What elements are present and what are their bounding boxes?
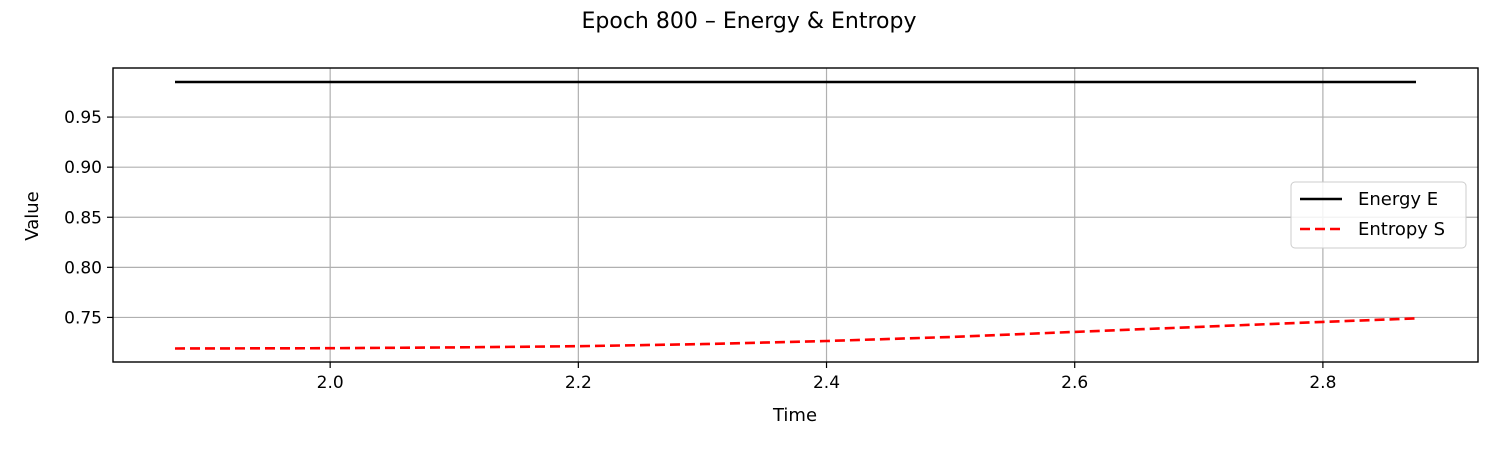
legend: Energy E Entropy S xyxy=(1290,181,1467,249)
x-tick-label: 2.4 xyxy=(813,373,840,393)
x-tick-label: 2.6 xyxy=(1061,373,1088,393)
y-axis-label: Value xyxy=(22,191,43,240)
plot-frame xyxy=(112,67,1479,363)
x-tick-label: 2.2 xyxy=(565,373,592,393)
series-lines xyxy=(174,80,1417,350)
series-line-entropy-s xyxy=(174,317,1417,350)
x-tick-label: 2.8 xyxy=(1309,373,1336,393)
y-tick-label: 0.95 xyxy=(64,108,102,128)
legend-label: Energy E xyxy=(1358,189,1438,210)
axis-ticks: 2.0 2.2 2.4 2.6 2.8 0.75 0.80 0.85 0.90 0.95 xyxy=(64,108,1336,393)
y-tick-label: 0.80 xyxy=(64,258,102,278)
x-tick-label: 2.0 xyxy=(317,373,344,393)
chart-title: Epoch 800 – Energy & Entropy xyxy=(582,9,917,34)
y-tick-label: 0.90 xyxy=(64,158,102,178)
y-tick-label: 0.85 xyxy=(64,208,102,228)
gridlines xyxy=(113,68,1478,362)
legend-label: Entropy S xyxy=(1358,219,1445,240)
x-axis-label: Time xyxy=(772,405,817,426)
y-tick-label: 0.75 xyxy=(64,308,102,328)
